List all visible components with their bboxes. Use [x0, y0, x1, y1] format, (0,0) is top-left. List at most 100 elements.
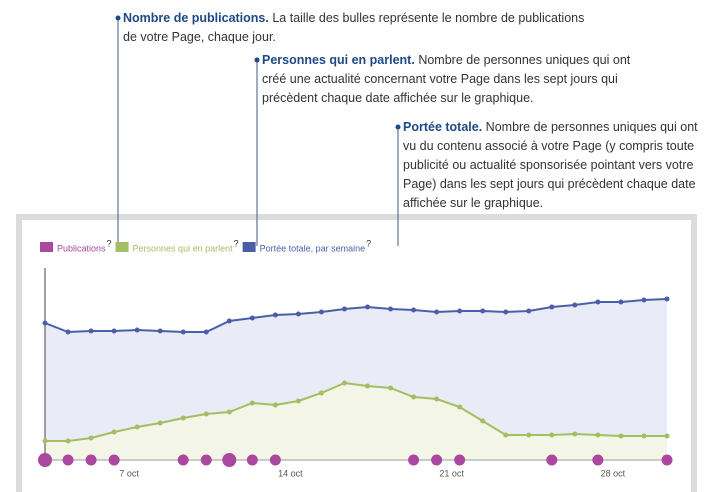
bubble: [246, 454, 258, 466]
bubble: [108, 454, 120, 466]
point: [365, 383, 371, 389]
point: [226, 318, 232, 324]
x-tick-label: 21 oct: [439, 468, 464, 478]
point: [203, 411, 209, 417]
legend-swatch: [40, 242, 53, 252]
annotation-text: créé une actualité concernant votre Page…: [262, 72, 618, 86]
point: [65, 329, 71, 335]
point: [572, 431, 578, 437]
annotation-text: vu du contenu associé à votre Page (y co…: [403, 139, 695, 153]
annotation-text: précèdent chaque date affichée sur le gr…: [262, 91, 534, 105]
annotation-text: affichée sur le graphique.: [403, 196, 544, 210]
series-line: [45, 381, 667, 442]
point: [272, 312, 278, 318]
point: [134, 424, 140, 430]
point: [88, 328, 94, 334]
bubble: [62, 454, 74, 466]
series-line: [44, 298, 668, 334]
point: [480, 418, 486, 424]
legend-help: ?: [234, 238, 239, 248]
bubble: [177, 454, 189, 466]
point: [365, 304, 371, 310]
point: [411, 307, 417, 313]
x-tick-label: 14 oct: [278, 468, 303, 478]
annotation-text: La taille des bulles représente le nombr…: [272, 11, 585, 25]
point: [664, 296, 670, 302]
annotation-title: Nombre de publications.: [123, 11, 269, 25]
annotation-text: Nombre de personnes uniques qui ont: [485, 120, 698, 134]
point: [180, 415, 186, 421]
point: [249, 400, 255, 406]
point: [503, 432, 509, 438]
x-tick-label: 28 oct: [601, 468, 626, 478]
bubble: [269, 454, 281, 466]
annotation: Portée totale. Nombre de personnes uniqu…: [403, 118, 698, 213]
point: [272, 402, 278, 408]
bubble: [408, 454, 420, 466]
legend-help: ?: [107, 238, 112, 248]
point: [664, 433, 670, 439]
legend-label: Portée totale, par semaine: [260, 243, 366, 253]
point: [295, 398, 301, 404]
point: [42, 320, 48, 326]
point: [42, 438, 48, 444]
bubble: [200, 454, 212, 466]
point: [457, 308, 463, 314]
point: [388, 385, 394, 391]
point: [411, 394, 417, 400]
point: [641, 433, 647, 439]
point: [595, 299, 601, 305]
connector-dot: [254, 57, 260, 63]
point: [295, 311, 301, 317]
point: [549, 432, 555, 438]
point: [65, 438, 71, 444]
legend-swatch: [242, 242, 256, 252]
point: [618, 433, 624, 439]
point: [111, 429, 117, 435]
point: [341, 306, 347, 312]
point: [434, 396, 440, 402]
connectors: [117, 18, 399, 246]
bubble: [222, 453, 237, 467]
point: [111, 328, 117, 334]
legend-label: Publications: [57, 243, 106, 253]
point: [641, 297, 647, 303]
point: [203, 329, 209, 335]
annotation-text: Page) dans les sept jours qui précèdent …: [403, 177, 696, 191]
point: [134, 327, 140, 333]
annotation-title: Portée totale.: [403, 120, 483, 134]
point: [318, 309, 324, 315]
point: [618, 299, 624, 305]
annotation: Nombre de publications. La taille des bu…: [123, 9, 584, 47]
point: [526, 432, 532, 438]
point: [572, 302, 578, 308]
bubble: [454, 454, 466, 466]
point: [480, 308, 486, 314]
annotation-title: Personnes qui en parlent.: [262, 53, 415, 67]
bubble: [431, 454, 443, 466]
x-tick-label: 7 oct: [119, 468, 139, 478]
point: [595, 432, 601, 438]
bubble: [661, 454, 673, 466]
annotation-text: publicité ou actualité sponsorisée point…: [403, 158, 694, 172]
point: [457, 404, 463, 410]
point: [388, 306, 394, 312]
connector-dot: [395, 124, 401, 130]
point: [434, 309, 440, 315]
point: [226, 409, 232, 415]
point: [526, 308, 532, 314]
legend-help: ?: [366, 238, 371, 248]
connector-dot: [115, 15, 121, 21]
point: [88, 435, 94, 441]
point: [180, 329, 186, 335]
point: [549, 304, 555, 310]
bubble: [85, 454, 97, 466]
bubble: [592, 454, 604, 466]
point: [157, 328, 163, 334]
legend-swatch: [115, 242, 129, 252]
annotation-text: de votre Page, chaque jour.: [123, 30, 276, 44]
annotation: Personnes qui en parlent. Nombre de pers…: [262, 51, 630, 108]
